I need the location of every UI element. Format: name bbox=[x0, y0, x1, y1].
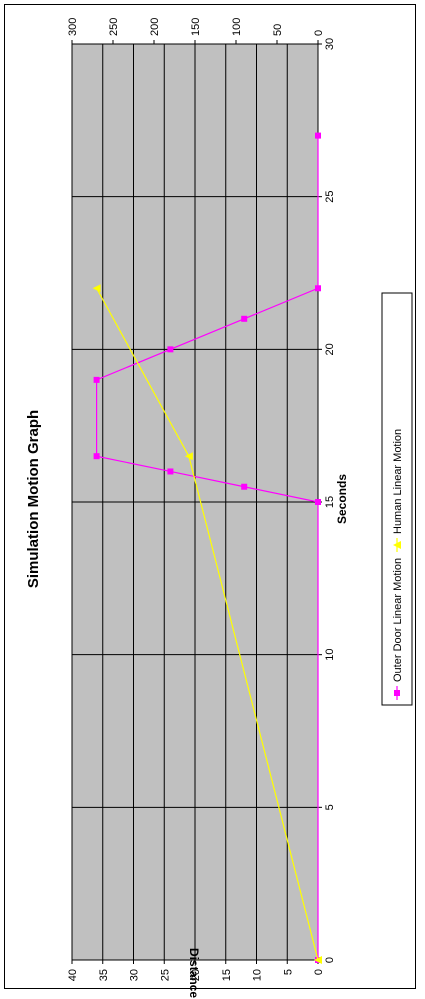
y2-tick-label: 100 bbox=[231, 18, 243, 36]
data-point-square bbox=[315, 285, 321, 292]
y-tick-label: 10 bbox=[252, 969, 264, 981]
y2-tick-label: 150 bbox=[190, 18, 202, 36]
x-tick-label: 15 bbox=[324, 496, 336, 508]
legend-marker-triangle bbox=[393, 541, 401, 549]
legend-marker-square bbox=[394, 690, 400, 696]
y-tick-label: 15 bbox=[221, 969, 233, 981]
data-point-triangle bbox=[314, 956, 322, 964]
series-line-1 bbox=[95, 135, 319, 960]
data-point-triangle bbox=[184, 452, 193, 461]
data-point-square bbox=[167, 468, 174, 475]
x-tick-label: 20 bbox=[324, 343, 336, 355]
y2-tick-label: 300 bbox=[67, 18, 79, 36]
data-point-square bbox=[167, 346, 174, 353]
data-point-square bbox=[241, 315, 248, 322]
x-tick-label: 25 bbox=[324, 191, 336, 203]
data-point-square bbox=[241, 483, 248, 490]
gridlines bbox=[72, 44, 318, 960]
y-tick-label: 20 bbox=[190, 969, 202, 981]
y-tick-label: 0 bbox=[313, 969, 325, 975]
y-tick-label: 35 bbox=[98, 969, 110, 981]
y-tick-label: 40 bbox=[67, 969, 79, 981]
data-point-triangle bbox=[92, 284, 101, 293]
y-tick-label: 25 bbox=[159, 969, 171, 981]
legend: Outer Door Linear Motion Human Linear Mot… bbox=[381, 292, 413, 706]
series bbox=[92, 132, 322, 964]
y2-tick-label: 250 bbox=[108, 18, 120, 36]
legend-box bbox=[381, 292, 413, 706]
y-axis-label: Distance bbox=[187, 948, 201, 998]
x-tick-label: 10 bbox=[324, 649, 336, 661]
legend-label: Outer Door Linear Motion bbox=[392, 558, 404, 682]
data-point-square bbox=[93, 376, 100, 383]
data-point-square bbox=[315, 132, 321, 139]
data-point-square bbox=[315, 499, 321, 505]
x-axis-label: Seconds bbox=[335, 474, 349, 524]
data-point-square bbox=[93, 453, 100, 460]
chart-frame bbox=[4, 4, 416, 989]
chart-title: Simulation Motion Graph bbox=[25, 410, 42, 588]
axes: 0510152025303540051015202530050100150200… bbox=[67, 18, 336, 982]
x-tick-label: 5 bbox=[324, 804, 336, 810]
y2-tick-label: 50 bbox=[272, 24, 284, 36]
x-tick-label: 30 bbox=[324, 38, 336, 50]
y-tick-label: 30 bbox=[129, 969, 141, 981]
x-tick-label: 0 bbox=[324, 957, 336, 963]
y2-tick-label: 200 bbox=[149, 18, 161, 36]
legend-label: Human Linear Motion bbox=[392, 429, 404, 534]
y2-tick-label: 0 bbox=[313, 30, 325, 36]
y-tick-label: 5 bbox=[282, 969, 294, 975]
